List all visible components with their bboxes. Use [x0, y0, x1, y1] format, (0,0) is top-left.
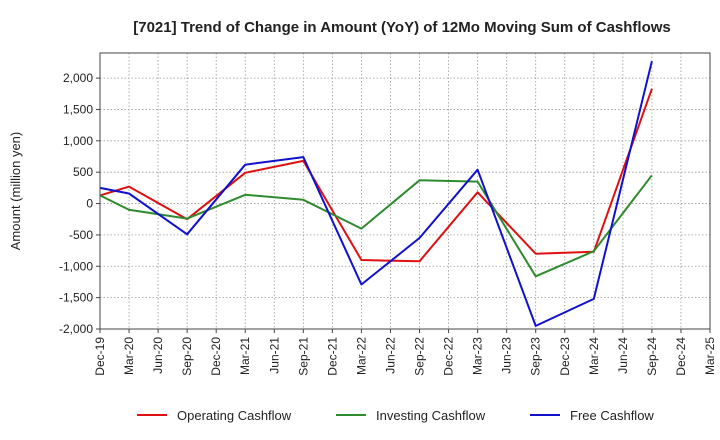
y-axis-ticks: -2,000 -1,500 -1,000 -500 0 500 1,000 1,500 2,00… — [59, 71, 100, 336]
x-tick-label: Dec-22 — [442, 337, 456, 376]
series-line-1 — [99, 88, 653, 263]
x-tick-label: Mar-25 — [703, 337, 717, 375]
y-tick-label: -500 — [69, 228, 93, 242]
x-tick-label: Sep-24 — [645, 337, 659, 376]
x-tick-label: Sep-20 — [180, 337, 194, 376]
series-layer — [99, 60, 653, 327]
chart-title: [7021] Trend of Change in Amount (YoY) o… — [133, 19, 671, 36]
y-tick-label: 500 — [73, 165, 93, 179]
y-axis-label: Amount (million yen) — [8, 132, 23, 251]
grid-layer — [100, 53, 710, 329]
x-tick-label: Dec-19 — [93, 337, 107, 376]
x-tick-label: Sep-22 — [413, 337, 427, 376]
y-tick-label: -1,000 — [59, 259, 93, 273]
x-tick-label: Dec-20 — [209, 337, 223, 376]
x-tick-label: Mar-23 — [471, 337, 485, 375]
legend-label: Free Cashflow — [570, 408, 654, 423]
x-tick-label: Jun-21 — [267, 337, 281, 374]
legend-item: Investing Cashflow — [336, 408, 486, 423]
legend: Operating Cashflow Investing Cashflow Free… — [137, 408, 654, 423]
legend-item: Operating Cashflow — [137, 408, 292, 423]
x-tick-label: Jun-23 — [500, 337, 514, 374]
series-line-3 — [99, 60, 653, 327]
x-tick-label: Mar-21 — [238, 337, 252, 375]
series-line-2 — [99, 174, 653, 278]
y-tick-label: 0 — [86, 197, 93, 211]
x-axis-ticks: Dec-19 Mar-20 Jun-20 Sep-20 Dec-20 Mar-21 Jun-… — [93, 329, 717, 376]
y-tick-label: 2,000 — [63, 71, 93, 85]
x-tick-label: Mar-24 — [587, 337, 601, 375]
x-tick-label: Sep-23 — [529, 337, 543, 376]
legend-label: Operating Cashflow — [177, 408, 292, 423]
y-tick-label: -2,000 — [59, 322, 93, 336]
x-tick-label: Dec-23 — [558, 337, 572, 376]
x-tick-label: Jun-20 — [151, 337, 165, 374]
x-tick-label: Jun-22 — [383, 337, 397, 374]
y-tick-label: 1,000 — [63, 134, 93, 148]
x-tick-label: Jun-24 — [616, 337, 630, 374]
y-tick-label: 1,500 — [63, 102, 93, 116]
x-tick-label: Dec-21 — [325, 337, 339, 376]
x-tick-label: Dec-24 — [674, 337, 688, 376]
legend-label: Investing Cashflow — [376, 408, 486, 423]
legend-item: Free Cashflow — [530, 408, 654, 423]
y-tick-label: -1,500 — [59, 291, 93, 305]
x-tick-label: Sep-21 — [296, 337, 310, 376]
plot-frame — [99, 52, 711, 330]
x-tick-label: Mar-22 — [354, 337, 368, 375]
x-tick-label: Mar-20 — [122, 337, 136, 375]
